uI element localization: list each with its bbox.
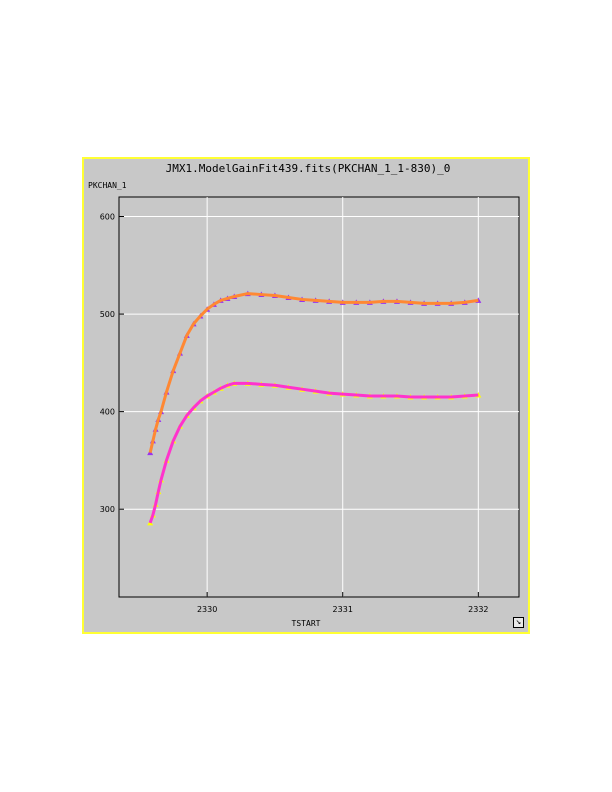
fit-curve bbox=[148, 292, 479, 453]
plot-window: JMX1.ModelGainFit439.fits(PKCHAN_1_1-830… bbox=[82, 157, 530, 634]
x-tick-label: 2331 bbox=[333, 605, 353, 614]
fit-curve bbox=[148, 381, 479, 524]
plot-title: JMX1.ModelGainFit439.fits(PKCHAN_1_1-830… bbox=[165, 162, 451, 175]
y-tick-label: 600 bbox=[100, 213, 115, 222]
y-tick-label: 500 bbox=[100, 310, 115, 319]
scatter-chart: 2330 2331 2332 300 400 500 600 bbox=[100, 196, 520, 614]
y-tick-label: 400 bbox=[100, 408, 115, 417]
x-tick-label: 2330 bbox=[197, 605, 217, 614]
y-axis-label: PKCHAN_1 bbox=[88, 181, 127, 190]
resize-handle-icon[interactable]: ↘ bbox=[513, 617, 524, 628]
y-tick-label: 300 bbox=[100, 505, 115, 514]
x-axis-label: TSTART bbox=[291, 619, 321, 628]
x-tick-label: 2332 bbox=[468, 605, 488, 614]
